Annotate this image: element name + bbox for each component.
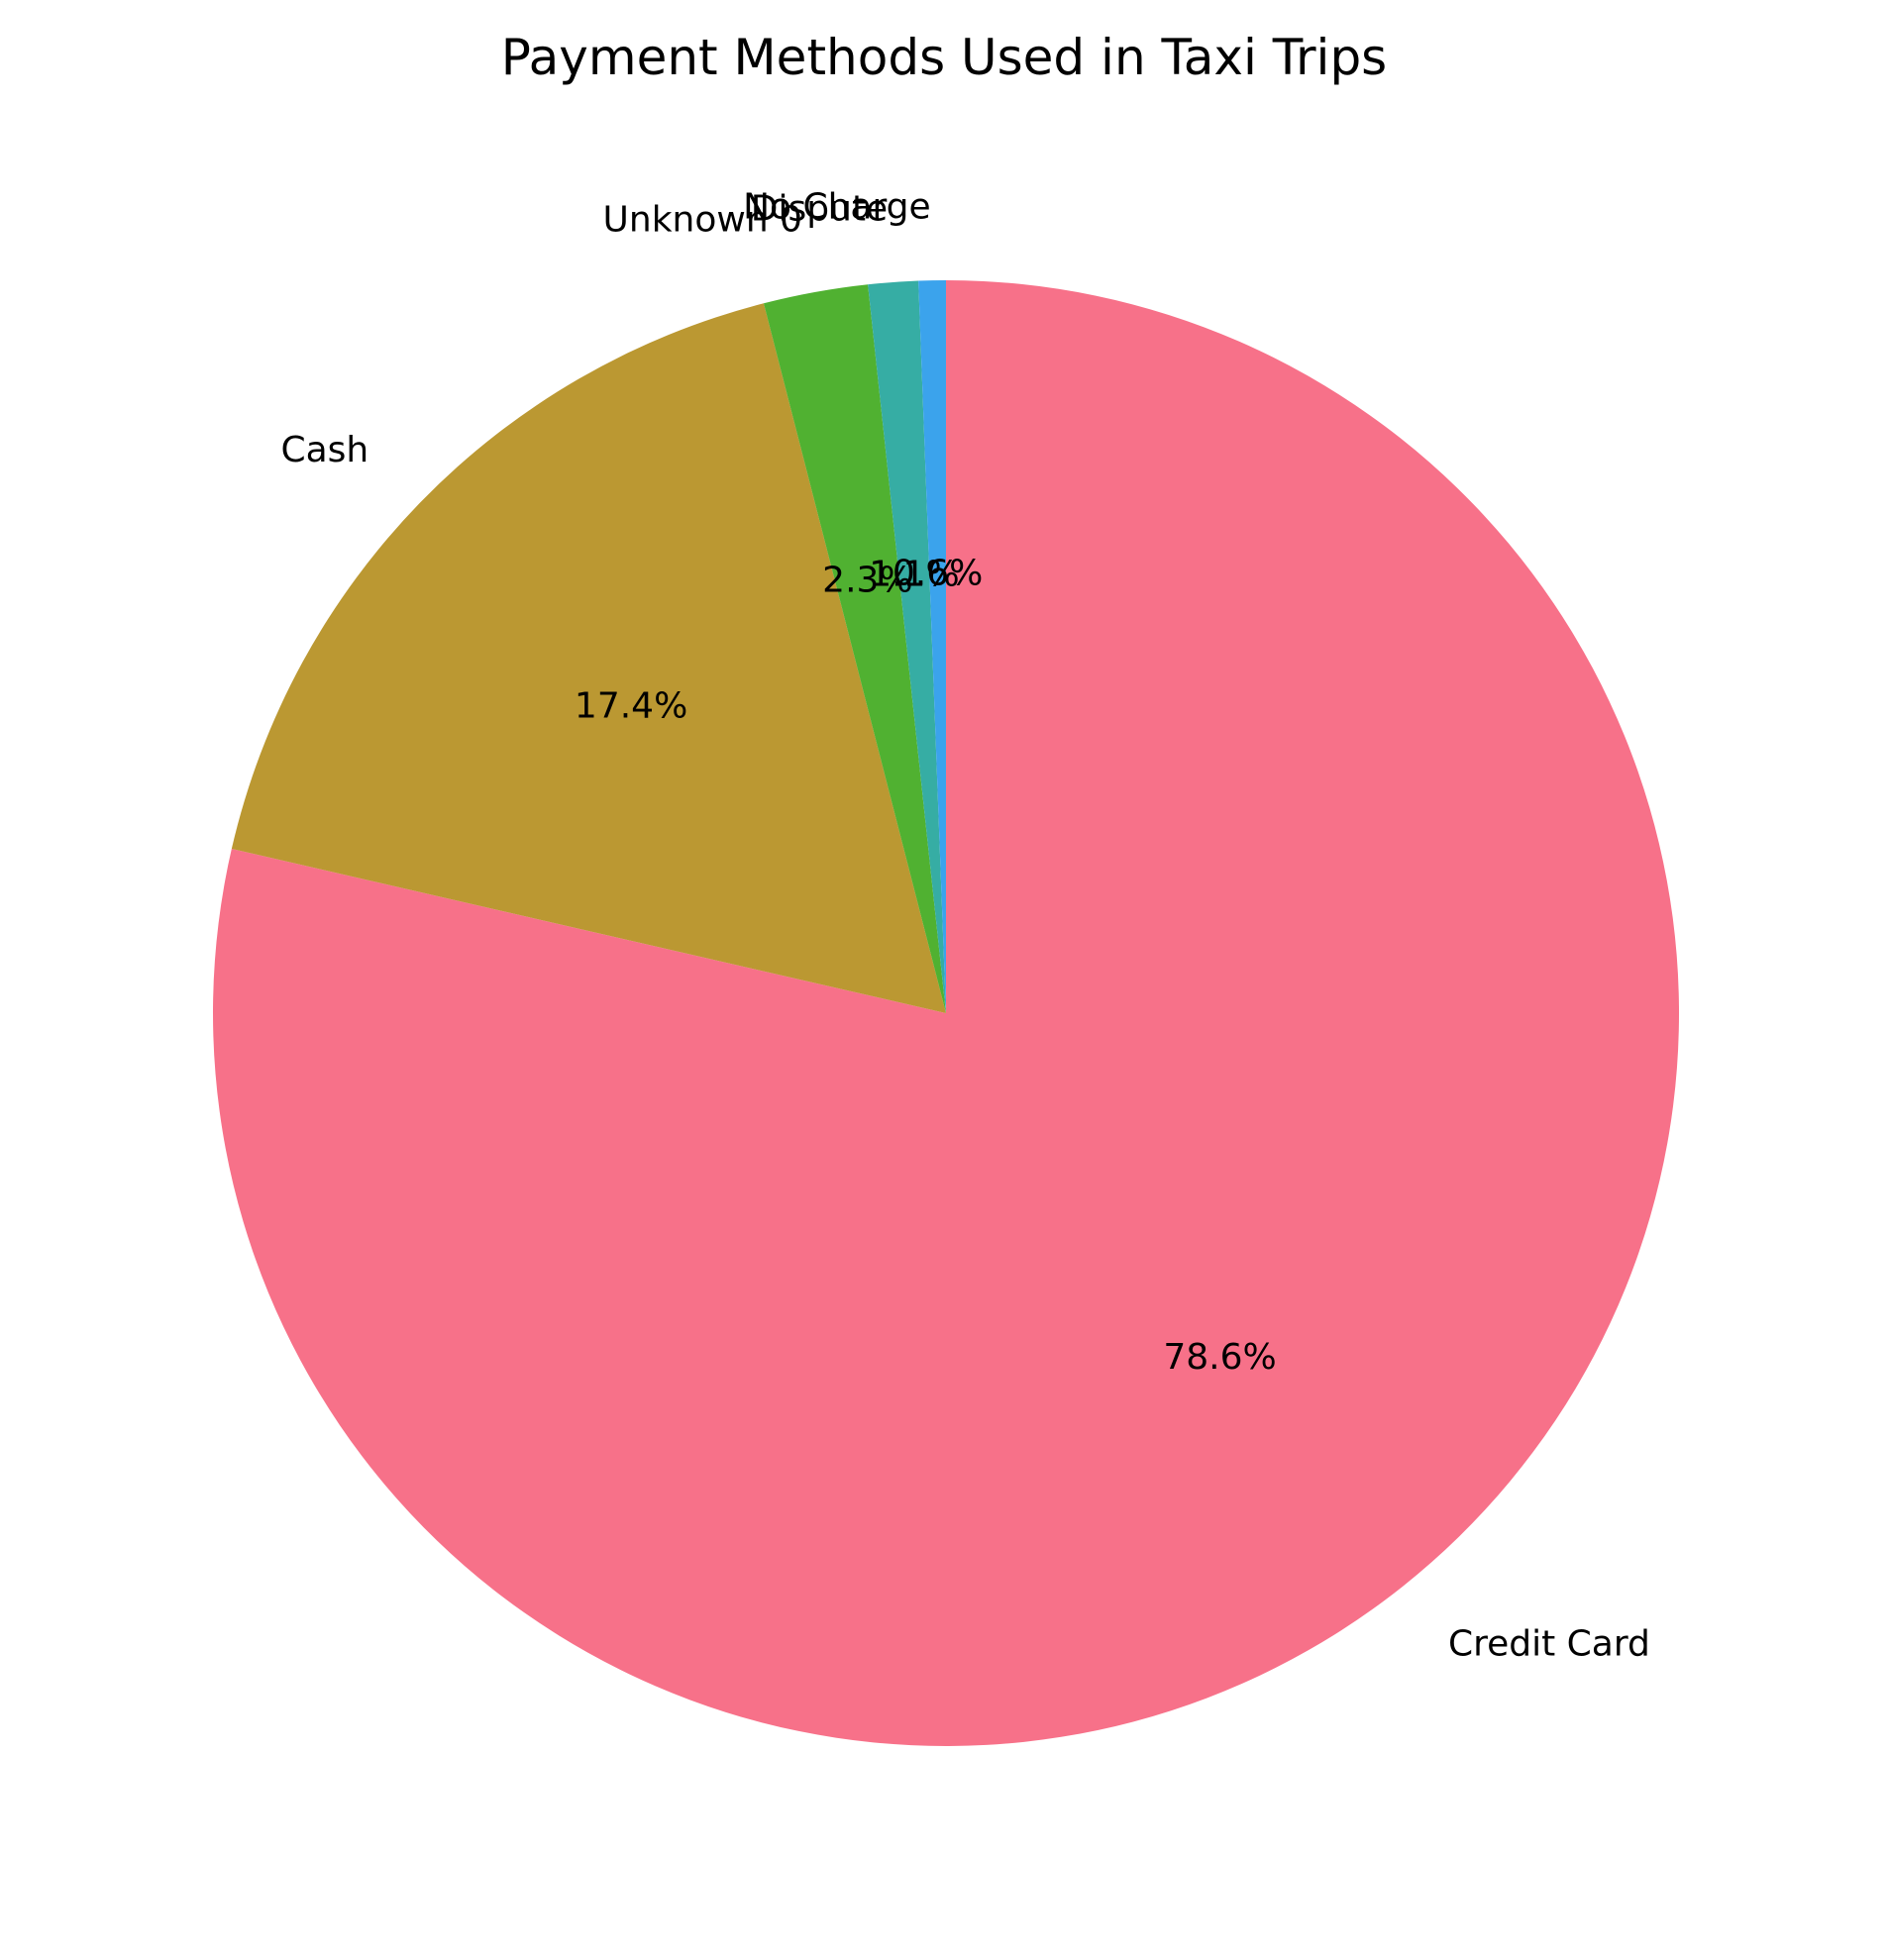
slice-label-unknown-0: Unknown 0 (603, 200, 802, 241)
slice-label-dispute: Dispute (751, 189, 888, 230)
slice-percent-unknown-0: 2.3% (822, 561, 912, 601)
chart-title: Payment Methods Used in Taxi Trips (501, 29, 1387, 86)
pie-slice-cash (231, 303, 947, 1013)
slice-label-no-charge: No Charge (743, 187, 931, 228)
pie-slice-credit-card (213, 280, 1680, 1746)
slice-percent-dispute: 1.1% (869, 555, 959, 595)
pie-slices (213, 280, 1680, 1746)
slice-percent-credit-card: 78.6% (1163, 1337, 1276, 1378)
pie-slice-no-charge (918, 280, 946, 1013)
slice-label-cash: Cash (280, 430, 368, 470)
slice-label-credit-card: Credit Card (1448, 1623, 1650, 1664)
pie-labels: Credit Card 78.6% Cash 17.4% Unknown 0 2.3% Di… (280, 187, 1649, 1665)
pie-slice-unknown-0 (763, 284, 946, 1013)
pie-slice-dispute (868, 280, 946, 1014)
slice-percent-no-charge: 0.6% (892, 554, 983, 594)
slice-percent-cash: 17.4% (575, 686, 687, 727)
